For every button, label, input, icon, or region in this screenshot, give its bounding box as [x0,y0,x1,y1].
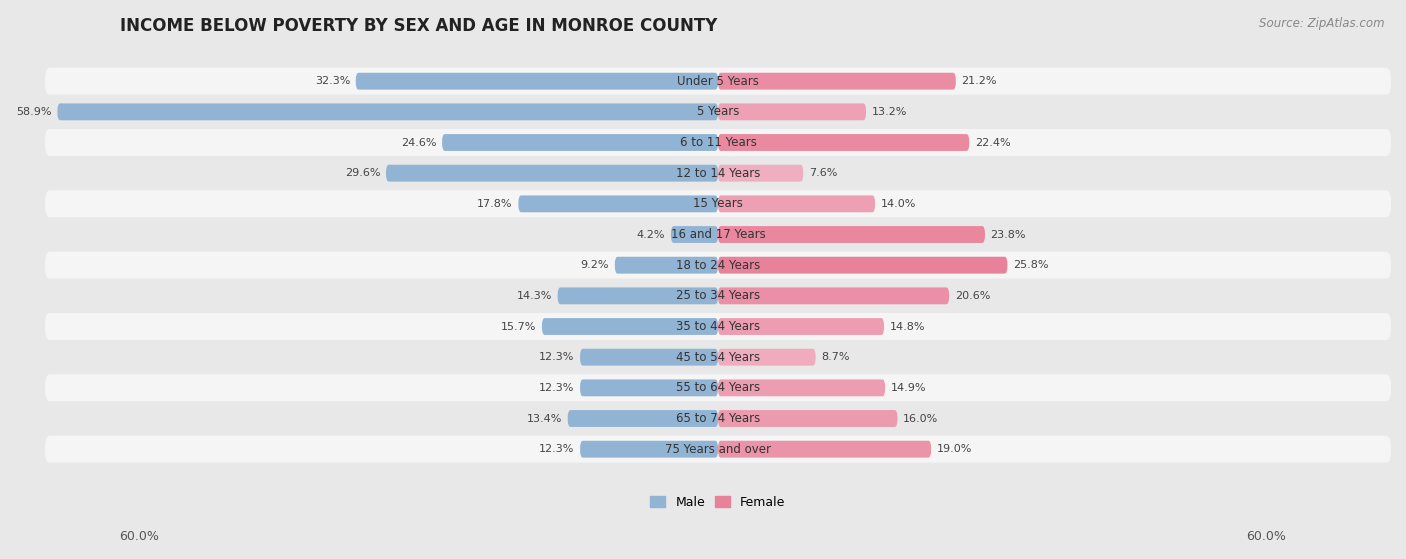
FancyBboxPatch shape [718,440,931,458]
Text: 16.0%: 16.0% [903,414,938,424]
FancyBboxPatch shape [718,103,866,120]
Text: 4.2%: 4.2% [637,230,665,239]
FancyBboxPatch shape [718,287,949,304]
FancyBboxPatch shape [718,165,803,182]
Text: 8.7%: 8.7% [821,352,849,362]
FancyBboxPatch shape [614,257,718,273]
Text: Source: ZipAtlas.com: Source: ZipAtlas.com [1260,17,1385,30]
Text: 58.9%: 58.9% [17,107,52,117]
FancyBboxPatch shape [45,129,1391,156]
Text: 32.3%: 32.3% [315,76,350,86]
Legend: Male, Female: Male, Female [645,491,790,514]
Text: 18 to 24 Years: 18 to 24 Years [676,259,761,272]
Text: 7.6%: 7.6% [808,168,837,178]
FancyBboxPatch shape [558,287,718,304]
FancyBboxPatch shape [519,196,718,212]
FancyBboxPatch shape [671,226,718,243]
Text: 15.7%: 15.7% [501,321,536,331]
Text: 21.2%: 21.2% [962,76,997,86]
Text: 16 and 17 Years: 16 and 17 Years [671,228,765,241]
FancyBboxPatch shape [718,226,986,243]
Text: 6 to 11 Years: 6 to 11 Years [679,136,756,149]
FancyBboxPatch shape [45,435,1391,463]
FancyBboxPatch shape [45,221,1391,248]
FancyBboxPatch shape [387,165,718,182]
FancyBboxPatch shape [581,349,718,366]
FancyBboxPatch shape [718,410,897,427]
FancyBboxPatch shape [568,410,718,427]
FancyBboxPatch shape [718,380,886,396]
Text: 15 Years: 15 Years [693,197,742,210]
FancyBboxPatch shape [45,191,1391,217]
FancyBboxPatch shape [45,405,1391,432]
Text: 12 to 14 Years: 12 to 14 Years [676,167,761,179]
Text: 14.8%: 14.8% [890,321,925,331]
Text: 24.6%: 24.6% [401,138,436,148]
FancyBboxPatch shape [45,344,1391,371]
Text: Under 5 Years: Under 5 Years [678,75,759,88]
FancyBboxPatch shape [45,252,1391,279]
FancyBboxPatch shape [441,134,718,151]
Text: 9.2%: 9.2% [581,260,609,270]
Text: 12.3%: 12.3% [538,352,575,362]
Text: 19.0%: 19.0% [936,444,972,454]
Text: 12.3%: 12.3% [538,383,575,393]
Text: 23.8%: 23.8% [991,230,1026,239]
FancyBboxPatch shape [581,380,718,396]
Text: 75 Years and over: 75 Years and over [665,443,770,456]
Text: 35 to 44 Years: 35 to 44 Years [676,320,761,333]
Text: 20.6%: 20.6% [955,291,990,301]
FancyBboxPatch shape [356,73,718,89]
FancyBboxPatch shape [45,313,1391,340]
Text: 14.9%: 14.9% [891,383,927,393]
Text: INCOME BELOW POVERTY BY SEX AND AGE IN MONROE COUNTY: INCOME BELOW POVERTY BY SEX AND AGE IN M… [120,17,717,35]
FancyBboxPatch shape [718,349,815,366]
Text: 65 to 74 Years: 65 to 74 Years [676,412,761,425]
FancyBboxPatch shape [718,73,956,89]
Text: 17.8%: 17.8% [477,199,513,209]
Text: 60.0%: 60.0% [120,530,159,543]
Text: 29.6%: 29.6% [344,168,381,178]
FancyBboxPatch shape [581,440,718,458]
FancyBboxPatch shape [45,375,1391,401]
FancyBboxPatch shape [718,134,969,151]
Text: 5 Years: 5 Years [697,105,740,119]
FancyBboxPatch shape [718,196,875,212]
FancyBboxPatch shape [45,282,1391,309]
Text: 14.3%: 14.3% [516,291,553,301]
Text: 13.2%: 13.2% [872,107,907,117]
FancyBboxPatch shape [45,68,1391,94]
FancyBboxPatch shape [45,160,1391,187]
Text: 60.0%: 60.0% [1247,530,1286,543]
Text: 25 to 34 Years: 25 to 34 Years [676,290,761,302]
FancyBboxPatch shape [541,318,718,335]
Text: 45 to 54 Years: 45 to 54 Years [676,350,761,364]
Text: 14.0%: 14.0% [880,199,917,209]
Text: 22.4%: 22.4% [974,138,1011,148]
Text: 55 to 64 Years: 55 to 64 Years [676,381,761,394]
Text: 25.8%: 25.8% [1012,260,1049,270]
FancyBboxPatch shape [718,257,1008,273]
Text: 12.3%: 12.3% [538,444,575,454]
Text: 13.4%: 13.4% [527,414,562,424]
FancyBboxPatch shape [718,318,884,335]
FancyBboxPatch shape [45,98,1391,125]
FancyBboxPatch shape [58,103,718,120]
